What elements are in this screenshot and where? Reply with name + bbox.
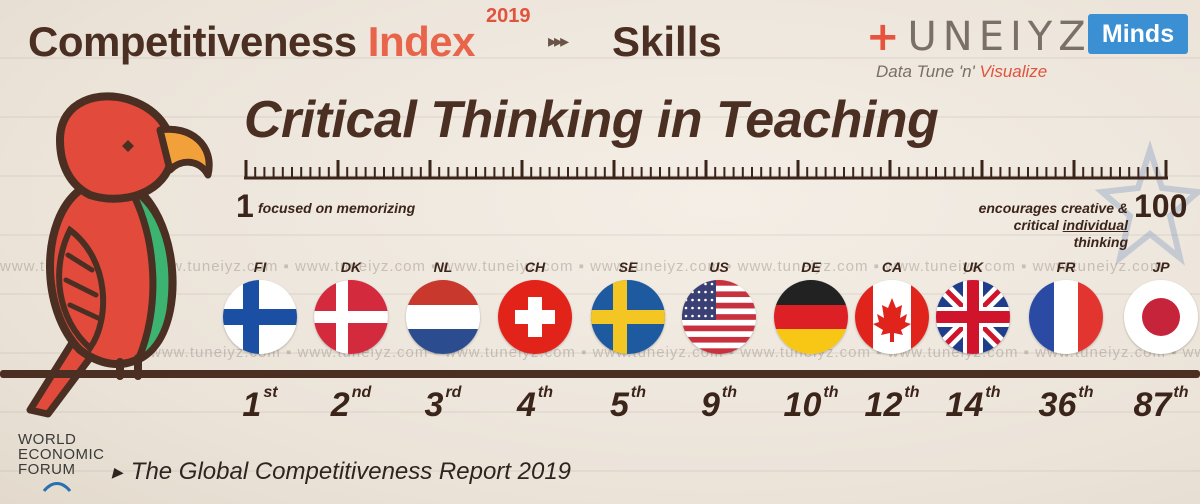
page-title: Critical Thinking in Teaching [244, 91, 939, 149]
tagline-text: Data Tune 'n' [876, 62, 980, 81]
scale-min-desc: focused on memorizing [258, 200, 416, 216]
source-text: The Global Competitiveness Report 2019 [130, 458, 572, 485]
rank-number: 12 [864, 386, 903, 424]
rank-suffix: th [537, 384, 554, 401]
rank-number: 3 [424, 386, 444, 424]
title-part1: Competitiveness [28, 18, 357, 65]
triangle-right-icon: ▶ [112, 464, 123, 481]
scale-max-label: 100 [1134, 188, 1188, 224]
rank-number: 5 [609, 386, 629, 424]
watermark-row-upper: www.tuneiyz.com ▪ www.tuneiyz.com ▪ www.… [0, 258, 1164, 275]
wef-line1: WORLD [18, 431, 77, 448]
denmark-flag [314, 280, 388, 354]
arrows-icon: ▸▸▸ [548, 31, 569, 51]
tagline-accent: Visualize [979, 62, 1048, 81]
category-label: Skills [612, 18, 722, 65]
uk-flag [936, 280, 1010, 354]
country-code: UK [962, 259, 984, 275]
wef-line2: ECONOMIC [18, 446, 105, 463]
rank-suffix: th [823, 384, 839, 401]
desc-part-c: thinking [1073, 234, 1128, 250]
year-label: 2019 [486, 5, 531, 27]
brand-tagline: Data Tune 'n' Visualize [876, 62, 1047, 82]
wef-logo: WORLD ECONOMIC FORUM [18, 432, 105, 493]
switzerland-flag [498, 280, 572, 354]
rank-number: 14 [945, 386, 984, 424]
rank-number: 36 [1038, 386, 1077, 424]
scale-min-label: 1 [236, 188, 254, 224]
rank-number: 4 [516, 386, 536, 424]
scale-max-desc-line1: encourages creative & [978, 200, 1128, 216]
rank-suffix: th [985, 384, 1001, 401]
country-code: US [709, 259, 729, 275]
brand-logo: +UNEIYZ [866, 14, 1092, 60]
france-flag [1029, 280, 1103, 354]
finland-flag [223, 280, 297, 354]
plus-icon: + [866, 14, 906, 60]
usa-flag [682, 280, 756, 354]
rank-suffix: nd [351, 384, 372, 401]
title-competitiveness-index: Competitiveness Index [28, 18, 475, 66]
sweden-flag [591, 280, 665, 354]
rank-suffix: th [630, 384, 647, 401]
rank-suffix: th [721, 384, 738, 401]
rank-number: 10 [783, 386, 822, 424]
rank-number: 2 [330, 386, 350, 424]
country-code: FI [253, 259, 267, 275]
rank-suffix: st [263, 384, 278, 401]
country-code: DE [801, 259, 821, 275]
scale-ruler [244, 160, 1168, 180]
parrot-illustration [26, 92, 213, 418]
rank-suffix: th [1173, 384, 1189, 401]
rank-number: 9 [700, 386, 720, 424]
japan-flag [1124, 280, 1198, 354]
rank-suffix: th [904, 384, 920, 401]
scale-max-desc-line2: critical individual thinking [960, 217, 1128, 251]
rank-number: 1 [242, 386, 262, 424]
country-code: NL [433, 259, 453, 275]
perch-line [0, 370, 1200, 378]
wef-swoosh-icon [42, 482, 72, 492]
rank-suffix: rd [445, 384, 462, 401]
brand-badge: Minds [1088, 14, 1188, 54]
country-code: DK [340, 259, 362, 275]
canada-flag [855, 280, 929, 354]
country-code: CA [881, 259, 903, 275]
country-code: JP [1152, 259, 1170, 275]
country-code: CH [524, 259, 546, 275]
brand-name: UNEIYZ [907, 14, 1092, 60]
rank-number: 87 [1133, 386, 1172, 424]
wef-line3: FORUM [18, 461, 76, 478]
rank-suffix: th [1078, 384, 1094, 401]
watermark-row-lower: www.tuneiyz.com ▪ www.tuneiyz.com ▪ www.… [150, 344, 1200, 361]
germany-flag [774, 280, 848, 354]
desc-part-b: individual [1062, 217, 1128, 233]
netherlands-flag [406, 280, 480, 354]
decorative-star-icon [1094, 140, 1200, 266]
title-accent: Index [367, 18, 476, 65]
scale-max-desc: encourages creative & critical individua… [960, 200, 1128, 251]
country-code: FR [1056, 259, 1076, 275]
country-code: SE [618, 259, 638, 275]
desc-part-a: critical [1013, 217, 1063, 233]
source-citation: ▶ The Global Competitiveness Report 2019 [112, 458, 571, 486]
